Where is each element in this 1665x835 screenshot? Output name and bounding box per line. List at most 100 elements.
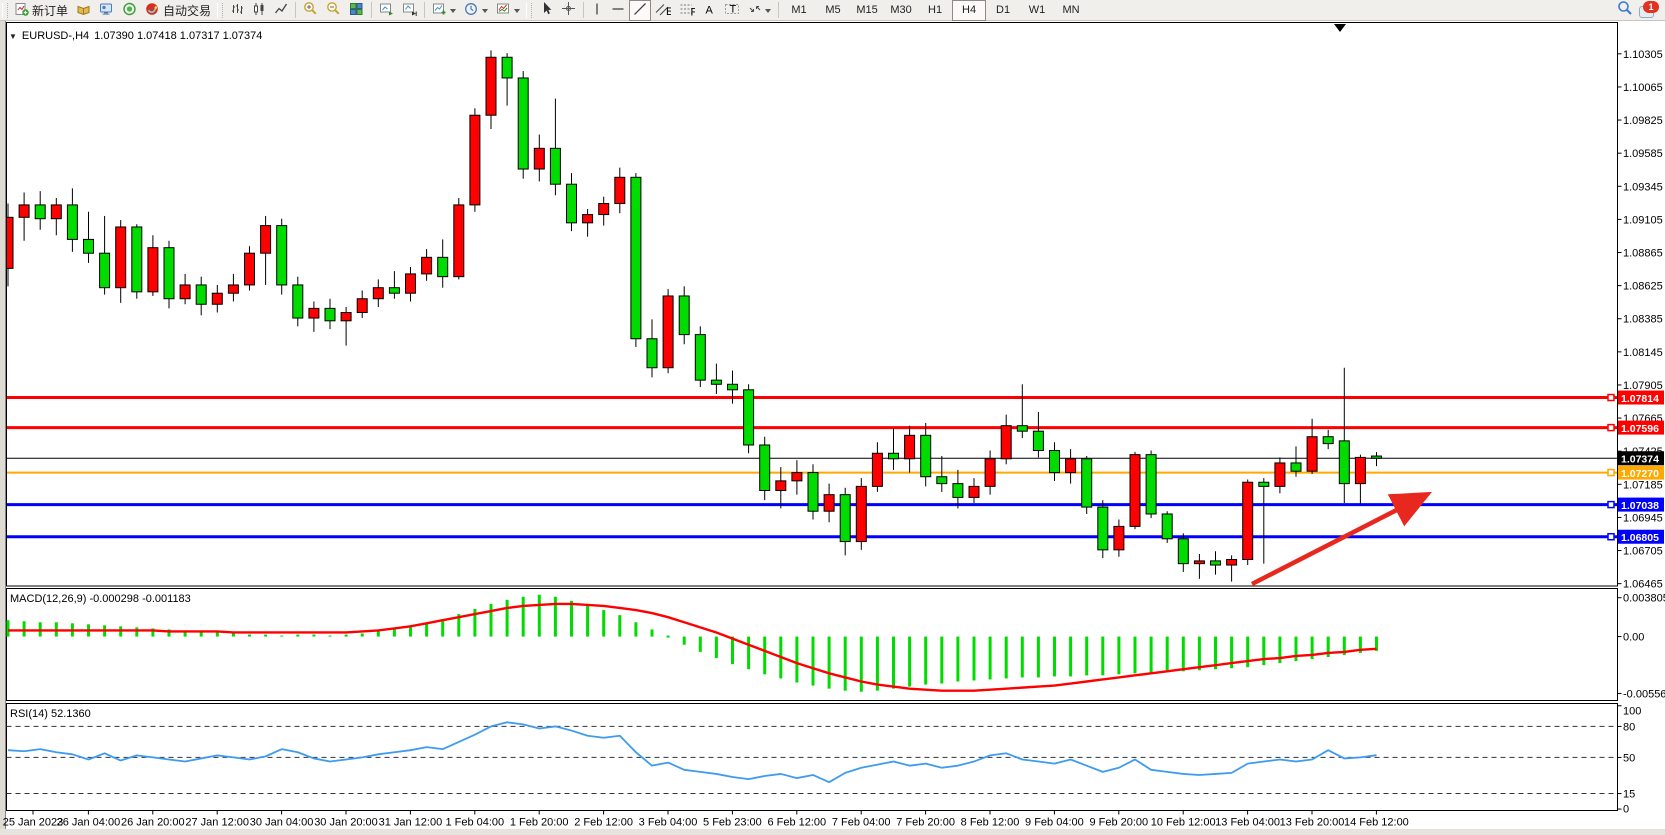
svg-text:1.06945: 1.06945 [1623, 512, 1663, 524]
chart-canvas[interactable]: 1.10305 1.10065 1.09825 1.09585 1.09345 1.091… [0, 21, 1665, 835]
svg-text:1.09585: 1.09585 [1623, 148, 1663, 160]
rsi-panel: 100 80 50 15 0 [6, 705, 1641, 816]
toolbar-separator [371, 2, 373, 18]
svg-text:13 Feb 04:00: 13 Feb 04:00 [1215, 817, 1280, 829]
svg-text:0.003805: 0.003805 [1623, 593, 1665, 605]
fibonacci-button[interactable]: F [675, 0, 699, 21]
vertical-line-icon [591, 2, 603, 19]
price-axis[interactable]: 1.10305 1.10065 1.09825 1.09585 1.09345 1.091… [1617, 49, 1663, 591]
svg-text:2 Feb 12:00: 2 Feb 12:00 [574, 817, 633, 829]
periods-button[interactable] [460, 0, 492, 21]
svg-text:8 Feb 12:00: 8 Feb 12:00 [961, 817, 1020, 829]
trend-arrow-annotation[interactable] [1250, 491, 1433, 587]
svg-text:7 Feb 04:00: 7 Feb 04:00 [832, 817, 891, 829]
svg-text:31 Jan 12:00: 31 Jan 12:00 [379, 817, 443, 829]
tile-windows-button[interactable] [345, 0, 368, 21]
vertical-line-button[interactable] [587, 0, 607, 21]
rsi-line [7, 721, 1377, 784]
toolbar-separator [424, 2, 426, 18]
new-order-label: 新订单 [32, 3, 69, 18]
svg-text:7 Feb 20:00: 7 Feb 20:00 [896, 817, 955, 829]
tile-windows-icon [349, 2, 364, 19]
text-label-button[interactable]: T [720, 0, 744, 21]
horizontal-line-icon [611, 2, 625, 19]
svg-text:5 Feb 23:00: 5 Feb 23:00 [703, 817, 762, 829]
svg-text:1.07038: 1.07038 [1621, 500, 1659, 512]
candlestick-chart-button[interactable] [248, 0, 270, 21]
equidistant-channel-icon: E [655, 2, 673, 19]
svg-text:14 Feb 12:00: 14 Feb 12:00 [1344, 817, 1409, 829]
timeframe-m15[interactable]: M15 [856, 4, 878, 16]
svg-text:-0.005569: -0.005569 [1623, 688, 1665, 700]
arrows-icon [748, 2, 762, 19]
navigator-icon [76, 2, 91, 19]
bar-chart-button[interactable] [226, 0, 248, 21]
line-chart-button[interactable] [270, 0, 292, 21]
chart-symbol-period: EURUSD-,H4 [21, 30, 90, 42]
text-label-icon: T [724, 2, 740, 19]
timeframe-m5[interactable]: M5 [825, 4, 841, 16]
svg-text:15: 15 [1623, 789, 1635, 801]
svg-text:T: T [730, 3, 737, 15]
arrange-charts-button[interactable] [375, 0, 398, 21]
navigator-button[interactable] [72, 0, 95, 21]
toolbar-separator [295, 2, 297, 18]
terminal-button[interactable] [95, 0, 118, 21]
timeframe-m1[interactable]: M1 [791, 4, 807, 16]
search-icon[interactable] [1617, 0, 1633, 21]
text-button[interactable]: A [699, 0, 720, 21]
svg-text:1.08145: 1.08145 [1623, 347, 1663, 359]
signal-icon [122, 2, 137, 19]
equidistant-channel-button[interactable]: E [651, 0, 675, 21]
autotrade-button[interactable]: 自动交易 [141, 0, 215, 21]
toolbar-grip[interactable] [217, 2, 224, 18]
templates-button[interactable] [492, 0, 524, 21]
crosshair-button[interactable] [557, 0, 580, 21]
cursor-button[interactable] [535, 0, 557, 21]
notification-badge: 1 [1643, 0, 1659, 13]
svg-text:13 Feb 20:00: 13 Feb 20:00 [1280, 817, 1345, 829]
candlestick-chart-icon [252, 2, 266, 19]
toolbar-separator [778, 2, 780, 18]
notifications-button[interactable]: 1 [1639, 0, 1659, 18]
timeframe-h1[interactable]: H1 [928, 4, 943, 16]
clock-icon [464, 2, 479, 19]
new-order-button[interactable]: 新订单 [11, 0, 72, 21]
timeframe-h4[interactable]: H4 [952, 0, 987, 21]
timeframe-mn[interactable]: MN [1062, 4, 1080, 16]
svg-text:6 Feb 12:00: 6 Feb 12:00 [767, 817, 826, 829]
toolbar-grip[interactable] [2, 2, 8, 18]
svg-text:1.07270: 1.07270 [1621, 468, 1659, 480]
trendline-button[interactable] [629, 0, 652, 21]
chart-ohlc-values: 1.07390 1.07418 1.07317 1.07374 [94, 30, 263, 42]
toolbar-grip[interactable] [526, 2, 533, 18]
macd-indicator-label: MACD(12,26,9) -0.000298 -0.001183 [10, 593, 191, 605]
step-forward-icon [402, 2, 417, 19]
autotrade-label: 自动交易 [163, 3, 212, 18]
chart-title[interactable]: ▼ EURUSD-,H4 1.07390 1.07418 1.07317 1.0… [9, 30, 262, 42]
timeframe-w1[interactable]: W1 [1028, 4, 1046, 16]
horizontal-line-button[interactable] [607, 0, 629, 21]
cursor-icon [539, 1, 553, 19]
svg-text:0.00: 0.00 [1623, 632, 1644, 644]
svg-text:1.06805: 1.06805 [1621, 532, 1659, 544]
svg-text:1.07596: 1.07596 [1621, 423, 1659, 435]
text-icon: A [703, 2, 716, 19]
signal-button[interactable] [118, 0, 141, 21]
chevron-down-icon [482, 9, 489, 16]
svg-text:1.06465: 1.06465 [1623, 579, 1663, 591]
svg-text:27 Jan 12:00: 27 Jan 12:00 [185, 817, 249, 829]
zoom-out-button[interactable] [322, 0, 345, 21]
collapse-triangle-icon[interactable]: ▼ [9, 31, 17, 41]
candlesticks [7, 50, 1382, 582]
bar-chart-icon [230, 2, 244, 19]
step-forward-button[interactable] [398, 0, 421, 21]
macd-panel: 0.003805 0.00 -0.005569 [6, 593, 1665, 700]
timeframe-m30[interactable]: M30 [890, 4, 912, 16]
timeframe-d1[interactable]: D1 [996, 4, 1011, 16]
zoom-in-button[interactable] [299, 0, 322, 21]
new-chart-button[interactable] [428, 0, 460, 21]
svg-text:1.10065: 1.10065 [1623, 82, 1663, 94]
arrows-button[interactable] [744, 0, 775, 21]
